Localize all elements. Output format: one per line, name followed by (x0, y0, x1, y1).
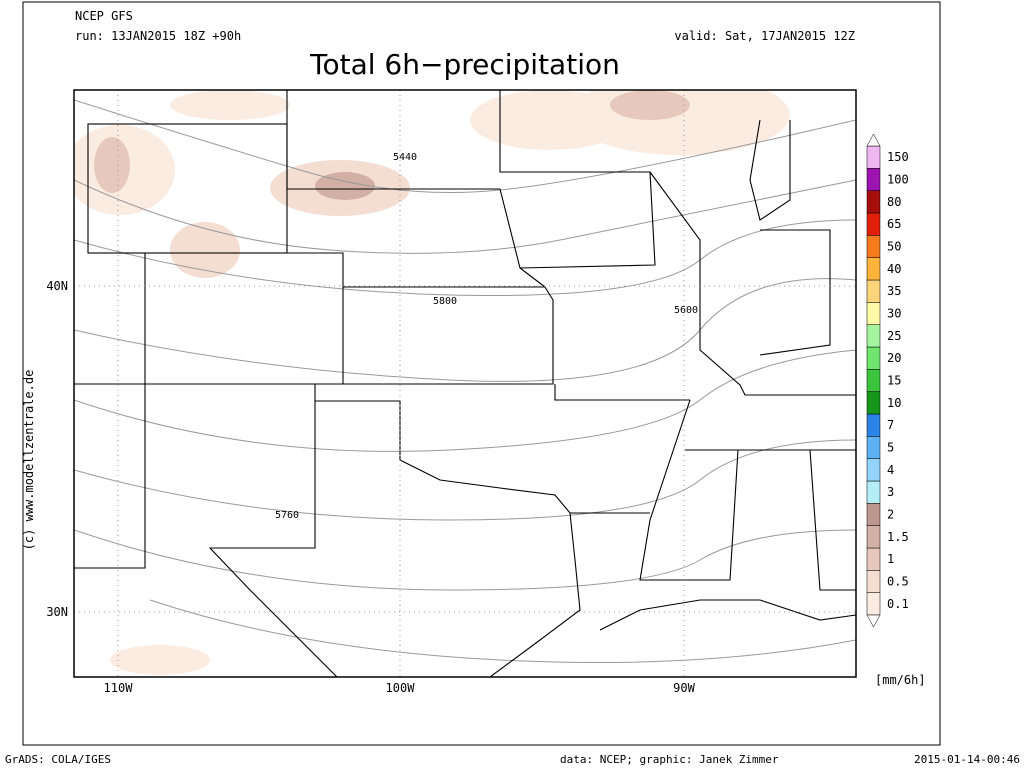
graticule (74, 90, 856, 677)
state-borders (74, 90, 856, 677)
legend-label: 0.5 (887, 575, 909, 589)
legend-swatch (866, 525, 881, 549)
legend-label: 100 (887, 173, 909, 187)
legend-swatch (866, 168, 881, 191)
precip-areas (74, 90, 790, 675)
legend-label: 30 (887, 307, 901, 321)
legend-label: 80 (887, 195, 901, 209)
legend-swatch (866, 235, 881, 258)
legend-swatch (866, 547, 881, 571)
legend-swatch (866, 346, 881, 370)
valid-label: valid: Sat, 17JAN2015 12Z (674, 29, 855, 43)
legend-swatch (866, 570, 881, 593)
legend-swatch (866, 391, 881, 415)
frame (22, 1, 941, 746)
legend-arrow (866, 614, 881, 628)
legend-label: 35 (887, 284, 901, 298)
legend-label: 0.1 (887, 597, 909, 611)
contour-label: 5600 (674, 305, 698, 316)
map-frame (73, 89, 857, 678)
legend-swatch (866, 324, 881, 348)
credit: (c) www.modellzentrale.de (22, 370, 36, 551)
legend-label: 1.5 (887, 530, 909, 544)
legend-label: 10 (887, 396, 901, 410)
legend-swatch (866, 436, 881, 459)
legend-label: 50 (887, 240, 901, 254)
legend-swatch (866, 302, 881, 325)
lon-label: 90W (673, 681, 695, 695)
legend-swatch (866, 145, 881, 169)
lat-label: 40N (46, 279, 68, 293)
legend-swatch (866, 503, 881, 526)
legend-unit: [mm/6h] (875, 673, 926, 687)
footer-right: 2015-01-14-00:46 (914, 753, 1020, 766)
legend-swatch (866, 257, 881, 281)
lat-label: 30N (46, 605, 68, 619)
legend-swatch (866, 212, 881, 236)
legend-label: 4 (887, 463, 894, 477)
legend-label: 15 (887, 374, 901, 388)
run-label: run: 13JAN2015 18Z +90h (75, 29, 241, 43)
legend-swatch (866, 369, 881, 392)
contour-label: 5440 (393, 152, 417, 163)
legend-swatch (866, 190, 881, 214)
height-contours (74, 99, 856, 663)
contour-label: 5760 (275, 510, 299, 521)
lon-label: 100W (386, 681, 416, 695)
legend-label: 7 (887, 418, 894, 432)
legend-swatch (866, 458, 881, 482)
map (73, 89, 857, 678)
legend-label: 150 (887, 150, 909, 164)
footer-left: GrADS: COLA/IGES (5, 753, 111, 766)
model-label: NCEP GFS (75, 9, 133, 23)
footer-center: data: NCEP; graphic: Janek Zimmer (560, 753, 779, 766)
legend-swatch (866, 592, 881, 616)
lon-label: 110W (104, 681, 134, 695)
legend-label: 40 (887, 262, 901, 276)
legend-label: 5 (887, 441, 894, 455)
contour-label: 5800 (433, 296, 457, 307)
legend-swatch (866, 480, 881, 504)
legend-label: 1 (887, 552, 894, 566)
legend-label: 20 (887, 351, 901, 365)
legend-label: 3 (887, 485, 894, 499)
legend-arrow (866, 133, 881, 147)
legend-label: 25 (887, 329, 901, 343)
legend-swatch (866, 413, 881, 437)
legend-swatch (866, 279, 881, 303)
legend-label: 65 (887, 217, 901, 231)
legend-label: 2 (887, 508, 894, 522)
title: Total 6h−precipitation (309, 48, 620, 81)
